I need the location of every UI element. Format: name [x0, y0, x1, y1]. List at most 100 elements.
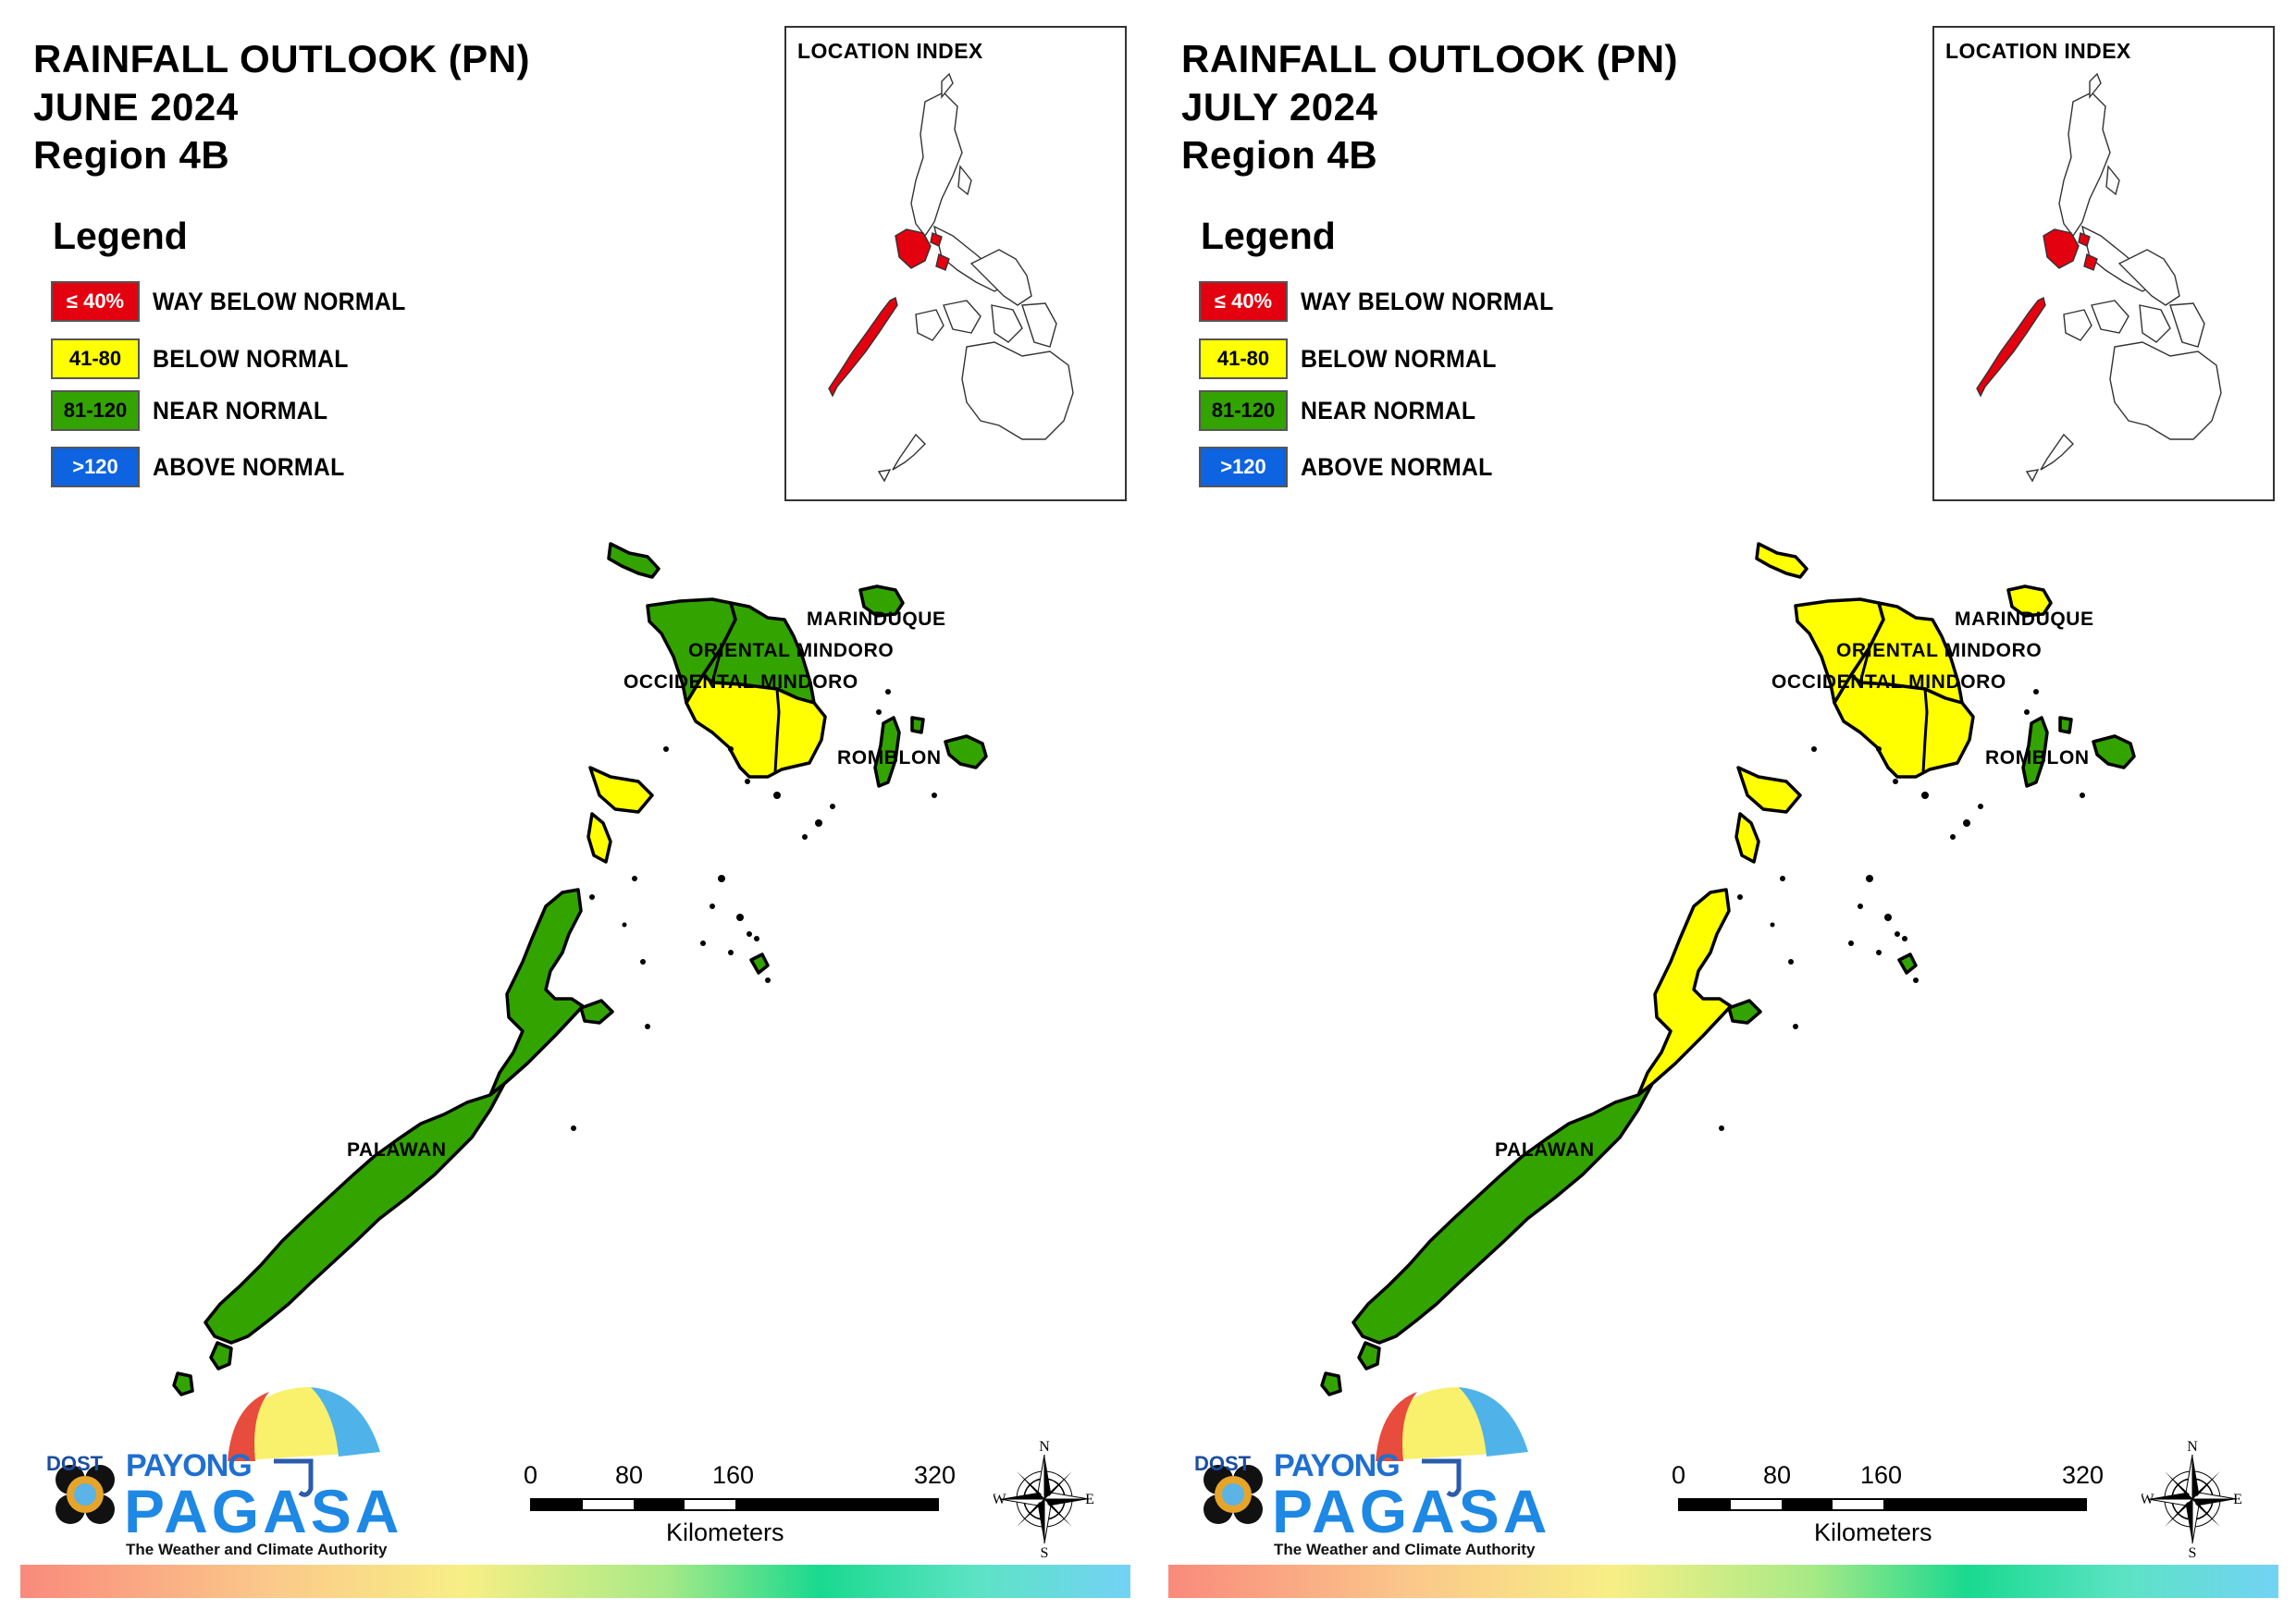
scale-bar-graphic	[530, 1498, 939, 1511]
region-4b-map: MARINDUQUE ORIENTAL MINDORO OCCIDENTAL M…	[1320, 542, 2136, 1396]
lubang-island	[1755, 542, 1808, 579]
region-4b-map: MARINDUQUE ORIENTAL MINDORO OCCIDENTAL M…	[172, 542, 988, 1396]
title-line-1: RAINFALL OUTLOOK (PN)	[1181, 37, 1679, 80]
label-oriental-mindoro: ORIENTAL MINDORO	[1836, 640, 2042, 661]
legend-item-below-normal: 41-80 BELOW NORMAL	[51, 338, 365, 380]
legend-label: NEAR NORMAL	[153, 396, 328, 424]
payong-text: PAYONG	[126, 1448, 253, 1483]
title-month: JUNE 2024	[33, 85, 239, 129]
location-index: LOCATION INDEX	[784, 26, 1127, 501]
location-index: LOCATION INDEX	[1932, 26, 2275, 501]
legend-item-above-normal: >120 ABOVE NORMAL	[51, 446, 362, 488]
romblon-tablas	[873, 716, 901, 788]
legend-item-way-below-normal: ≤ 40% WAY BELOW NORMAL	[51, 280, 427, 323]
lubang-island	[607, 542, 660, 579]
scale-bar-graphic	[1678, 1498, 2087, 1511]
location-index-title: LOCATION INDEX	[1945, 39, 2131, 63]
romblon-tablas	[2021, 716, 2049, 788]
busuanga	[1736, 766, 1802, 814]
legend-item-above-normal: >120 ABOVE NORMAL	[1199, 446, 1510, 488]
scale-tick-80: 80	[615, 1461, 644, 1489]
small-islets	[1719, 689, 2085, 1131]
umbrella-icon	[56, 1387, 380, 1524]
compass-n: N	[1039, 1439, 1050, 1455]
region-4b-highlight	[828, 228, 950, 398]
legend-swatch: 41-80	[51, 338, 140, 379]
tagline: The Weather and Climate Authority	[126, 1541, 388, 1558]
culion	[586, 812, 612, 864]
compass-w: W	[994, 1492, 1006, 1507]
scale-tick-160: 160	[1860, 1461, 1903, 1489]
label-palawan: PALAWAN	[347, 1139, 447, 1161]
province-boundaries	[1858, 602, 1929, 773]
region-4b-highlight	[1976, 228, 2098, 398]
compass-rose-icon: N S E W	[992, 1439, 1094, 1561]
dumaran-island	[1727, 999, 1762, 1025]
philippines-locator-map	[828, 72, 1074, 483]
dumaran-island	[579, 999, 614, 1025]
legend-label: ABOVE NORMAL	[1301, 452, 1493, 481]
compass-s: S	[2189, 1545, 2197, 1559]
scale-bar: 0 80 160 320 Kilometers	[518, 1461, 981, 1554]
pagasa-text: PAGASA	[124, 1477, 403, 1545]
scale-tick-0: 0	[524, 1461, 538, 1489]
scale-unit: Kilometers	[1814, 1518, 1932, 1546]
balabac	[172, 1371, 194, 1396]
small-islets	[571, 689, 937, 1131]
palawan-north	[1636, 888, 1733, 1097]
footer-color-bar	[20, 1565, 1130, 1598]
map-title: RAINFALL OUTLOOK (PN) JUNE 2024 Region 4…	[33, 35, 530, 179]
label-occidental-mindoro: OCCIDENTAL MINDORO	[623, 671, 858, 693]
payong-pagasa-logo: DOST PAYONG PAGASA The Weather and Clima…	[1181, 1387, 1551, 1572]
label-marinduque: MARINDUQUE	[807, 609, 946, 630]
label-oriental-mindoro: ORIENTAL MINDORO	[688, 640, 894, 661]
compass-e: E	[1085, 1492, 1094, 1507]
romblon-sibuyan	[944, 734, 988, 769]
legend-label: NEAR NORMAL	[1301, 396, 1476, 424]
scale-tick-0: 0	[1672, 1461, 1686, 1489]
tagline: The Weather and Climate Authority	[1274, 1541, 1536, 1558]
scale-tick-80: 80	[1763, 1461, 1792, 1489]
palawan-north	[488, 888, 585, 1097]
title-region: Region 4B	[1181, 133, 1378, 177]
label-palawan: PALAWAN	[1495, 1139, 1595, 1161]
legend-swatch: 81-120	[1199, 390, 1288, 431]
legend-title: Legend	[1201, 215, 1336, 257]
panel-june: RAINFALL OUTLOOK (PN) JUNE 2024 Region 4…	[20, 26, 1130, 1598]
legend-swatch: 81-120	[51, 390, 140, 431]
legend-item-near-normal: 81-120 NEAR NORMAL	[51, 389, 343, 432]
palawan-tip	[1357, 1341, 1381, 1371]
legend-swatch: ≤ 40%	[51, 281, 140, 322]
legend-label: BELOW NORMAL	[153, 344, 349, 373]
footer-color-bar	[1168, 1565, 2278, 1598]
legend-swatch: 41-80	[1199, 338, 1288, 379]
compass-rose-icon: N S E W	[2140, 1439, 2242, 1561]
legend-label: ABOVE NORMAL	[153, 452, 345, 481]
legend-title: Legend	[53, 215, 188, 257]
map-title: RAINFALL OUTLOOK (PN) JULY 2024 Region 4…	[1181, 35, 1678, 179]
legend-label: BELOW NORMAL	[1301, 344, 1497, 373]
label-occidental-mindoro: OCCIDENTAL MINDORO	[1771, 671, 2006, 693]
scale-bar: 0 80 160 320 Kilometers	[1666, 1461, 2129, 1554]
dost-text: DOST	[1194, 1452, 1252, 1475]
legend-item-near-normal: 81-120 NEAR NORMAL	[1199, 389, 1491, 432]
legend-item-below-normal: 41-80 BELOW NORMAL	[1199, 338, 1513, 380]
label-romblon: ROMBLON	[837, 747, 942, 768]
location-index-title: LOCATION INDEX	[797, 39, 983, 63]
cuyo-island	[749, 953, 770, 975]
legend-item-way-below-normal: ≤ 40% WAY BELOW NORMAL	[1199, 280, 1575, 323]
marinduque	[858, 584, 905, 618]
dost-text: DOST	[46, 1452, 104, 1475]
scale-unit: Kilometers	[666, 1518, 784, 1546]
marinduque	[2006, 584, 2053, 618]
label-marinduque: MARINDUQUE	[1955, 609, 2094, 630]
payong-text: PAYONG	[1274, 1448, 1401, 1483]
culion	[1734, 812, 1760, 864]
north-arrow: N S E W	[992, 1439, 1095, 1561]
dost-emblem	[56, 1465, 115, 1524]
balabac	[1320, 1371, 1342, 1396]
compass-e: E	[2233, 1492, 2242, 1507]
busuanga	[588, 766, 654, 814]
legend-label: WAY BELOW NORMAL	[153, 287, 406, 315]
title-month: JULY 2024	[1181, 85, 1378, 129]
